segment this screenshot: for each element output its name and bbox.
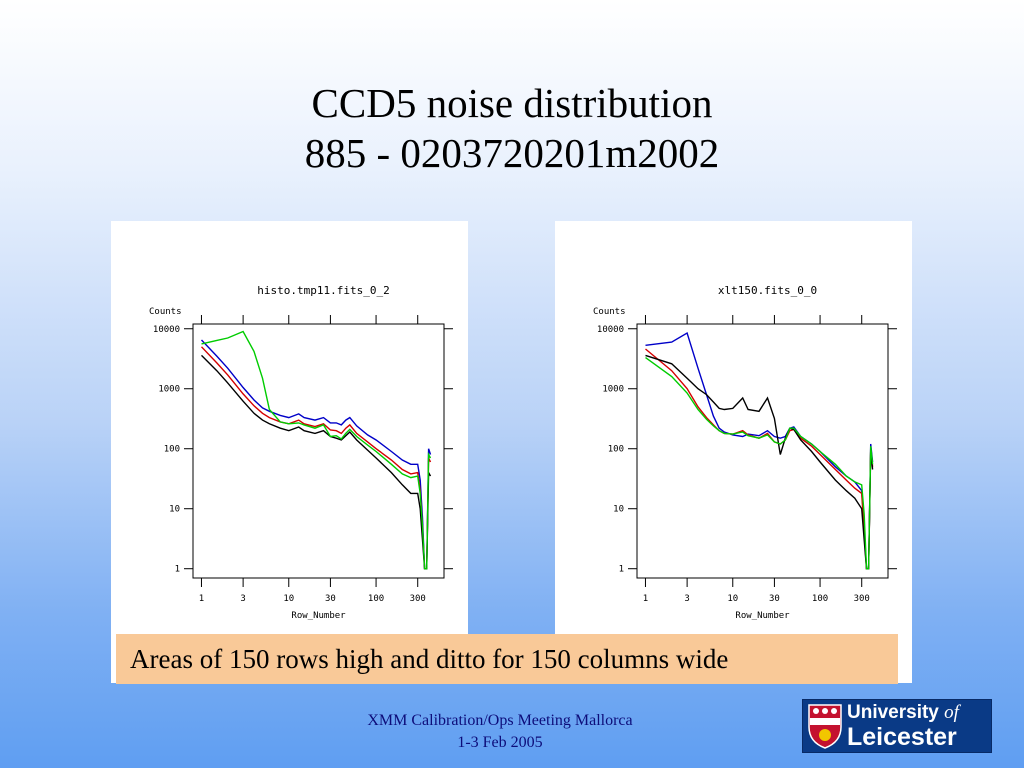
plot-frame [636, 323, 889, 579]
series-line-4 [645, 357, 874, 570]
footer-line-1: XMM Calibration/Ops Meeting Mallorca [367, 712, 633, 729]
series-line-1 [645, 331, 874, 570]
y-tick-label: 1 [619, 565, 624, 575]
x-tick-label: 10 [727, 594, 738, 604]
x-tick-label: 100 [368, 594, 384, 604]
x-tick-label: 1 [199, 594, 204, 604]
x-tick-label: 30 [325, 594, 336, 604]
chart-panel-right: xlt150.fits_0_0 Counts Row_Number 1 3 10 30 100… [555, 221, 912, 683]
plot-frame [192, 323, 445, 579]
chart-title: xlt150.fits_0_0 [718, 284, 817, 297]
y-tick-label: 10000 [153, 325, 180, 335]
logo-word-university: University [847, 702, 939, 723]
y-tick-label: 100 [164, 445, 180, 455]
series-line-2 [645, 348, 874, 570]
slide-title: CCD5 noise distribution 885 - 0203720201… [0, 78, 1024, 178]
chart-title: histo.tmp11.fits_0_2 [257, 284, 389, 297]
series-line-3 [201, 354, 432, 570]
university-logo: University of Leicester [802, 699, 992, 753]
y-tick-label: 10 [613, 505, 624, 515]
y-tick-label: 1000 [158, 385, 180, 395]
series-line-4 [201, 330, 432, 570]
logo-line-1: University of [847, 702, 959, 724]
university-crest-icon [808, 704, 842, 749]
series-line-3 [645, 354, 874, 570]
y-tick-label: 10 [169, 505, 180, 515]
x-tick-label: 300 [410, 594, 426, 604]
y-tick-label: 100 [608, 445, 624, 455]
y-tick-label: 1000 [602, 385, 624, 395]
y-tick-label: 10000 [597, 325, 624, 335]
y-axis-label: Counts [149, 307, 182, 317]
series-line-2 [200, 346, 432, 570]
title-line-2: 885 - 0203720201m2002 [304, 130, 720, 176]
y-axis-label: Counts [593, 307, 626, 317]
x-tick-label: 100 [812, 594, 828, 604]
footer-line-2: 1-3 Feb 2005 [457, 734, 543, 751]
x-tick-label: 300 [854, 594, 870, 604]
series-line-1 [200, 339, 432, 570]
x-tick-label: 1 [643, 594, 648, 604]
chart-panel-left: histo.tmp11.fits_0_2 Counts Row_Number 1 3 10… [111, 221, 468, 683]
chart-right: xlt150.fits_0_0 Counts Row_Number 1 3 10 30 100… [593, 284, 897, 621]
x-tick-label: 10 [283, 594, 294, 604]
title-line-1: CCD5 noise distribution [311, 80, 713, 126]
x-axis-label: Row_Number [735, 611, 790, 621]
logo-word-of: of [944, 702, 959, 723]
x-axis-label: Row_Number [291, 611, 346, 621]
x-tick-label: 3 [240, 594, 245, 604]
x-tick-label: 3 [684, 594, 689, 604]
x-tick-label: 30 [769, 594, 780, 604]
caption-box: Areas of 150 rows high and ditto for 150… [116, 634, 898, 684]
y-tick-label: 1 [175, 565, 180, 575]
chart-left: histo.tmp11.fits_0_2 Counts Row_Number 1 3 10… [149, 284, 453, 621]
footer: XMM Calibration/Ops Meeting Mallorca 1-3… [300, 710, 700, 754]
logo-line-2: Leicester [847, 723, 957, 751]
